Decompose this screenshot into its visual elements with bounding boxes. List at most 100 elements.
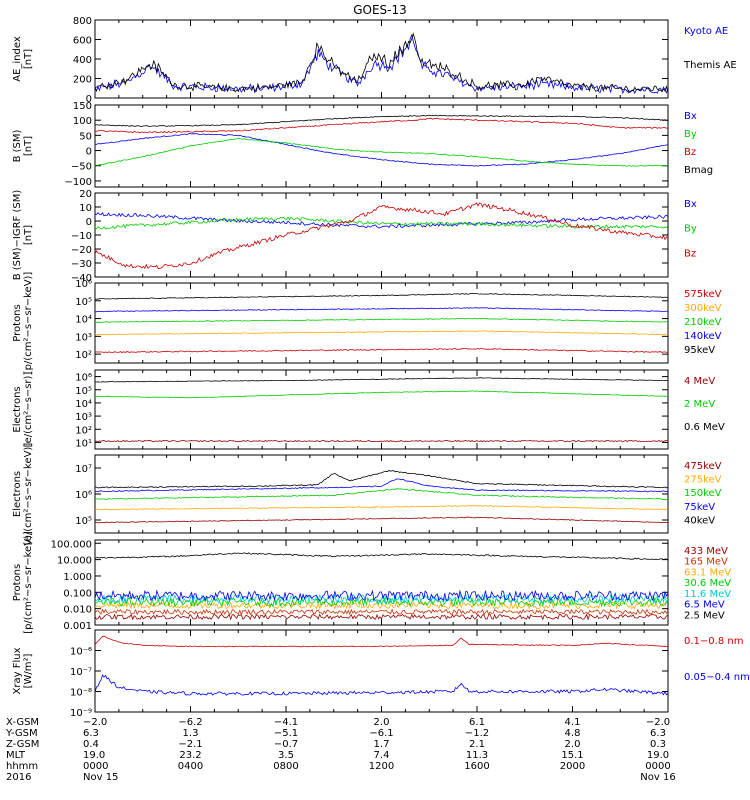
y-tick-label: 10⁶ <box>75 279 92 290</box>
x-axis-value: −0.7 <box>274 739 298 750</box>
panel-6: 0.001 0.010 0.100 1.000 10.000 100.000 Protons… <box>12 531 731 634</box>
panel-4: 10¹ 10² 10³ 10⁴ 10⁵ 10⁶ Electrons [e/(cm²−s−sr)… <box>12 369 725 450</box>
x-axis-value: 1200 <box>369 761 394 772</box>
legend-entry: By <box>684 224 697 235</box>
series-line <box>95 114 668 128</box>
legend-entry: Kyoto AE <box>684 26 728 37</box>
x-axis-value: 1.7 <box>374 739 390 750</box>
y-axis-label: B (SM) <box>12 129 23 162</box>
legend-entry: 63.1 MeV <box>684 567 731 578</box>
y-tick-label: 10.000 <box>57 556 92 567</box>
legend-entry: 165 MeV <box>684 557 728 568</box>
y-tick-label: 10³ <box>75 412 92 423</box>
x-axis-value: −2.1 <box>178 739 202 750</box>
panel-frame <box>94 539 669 626</box>
series-line <box>95 390 668 399</box>
y-tick-label: 150 <box>73 101 92 112</box>
series-line <box>95 377 668 383</box>
series-line <box>95 347 668 354</box>
series-line <box>95 469 668 489</box>
y-tick-label: 10³ <box>75 332 92 343</box>
x-axis-value: 7.4 <box>374 750 390 761</box>
x-axis-value: −4.1 <box>274 717 298 728</box>
panel-frame <box>94 369 669 450</box>
legend-entry: 40keV <box>684 515 715 526</box>
y-tick-label: 10⁵ <box>75 386 92 397</box>
series-line <box>95 307 668 313</box>
panel-7: 10⁻⁹ 10⁻⁸ 10⁻⁷ 10⁻⁶ Xray Flux [W/m²] 0.1−0.8 n… <box>12 629 750 719</box>
y-axis-label: Electrons <box>12 471 23 517</box>
x-axis-value: −6.2 <box>178 717 202 728</box>
y-axis-label: B (SM)−IGRF (SM) <box>12 190 23 281</box>
series-line <box>95 635 668 648</box>
y-tick-label: 10⁻⁷ <box>70 667 92 678</box>
x-row-label: X-GSM <box>6 717 39 728</box>
y-tick-label: −20 <box>71 245 92 256</box>
y-tick-label: 10⁶ <box>75 373 92 384</box>
x-axis-value: 1600 <box>464 761 489 772</box>
panel-0: 0 200 400 600 800 AE_index [nT] Kyoto AE Themis … <box>12 16 737 105</box>
legend-entry: 433 MeV <box>684 546 728 557</box>
y-tick-label: 100.000 <box>51 539 92 550</box>
y-tick-label: 0.001 <box>63 621 92 632</box>
legend-entry: 275keV <box>684 475 722 486</box>
x-axis-value: 15.1 <box>561 750 583 761</box>
y-tick-label: 10⁴ <box>75 399 92 410</box>
series-line <box>95 613 668 621</box>
series-line <box>95 32 668 94</box>
legend-entry: Bx <box>684 111 697 122</box>
y-tick-label: 100 <box>73 116 92 127</box>
panel-2: −40 −30 −20 −10 0 10 20 B (SM)−IGRF (SM) [nT] Bx B… <box>12 189 697 284</box>
y-tick-label: −10 <box>71 231 92 242</box>
x-axis-value: −6.1 <box>369 728 393 739</box>
y-tick-label: 200 <box>73 75 92 86</box>
series-line <box>95 478 668 493</box>
x-row-label: MLT <box>6 750 26 761</box>
x-axis-value: 11.3 <box>466 750 488 761</box>
series-line <box>95 596 668 608</box>
series-line <box>95 504 668 511</box>
y-tick-label: 10⁻⁶ <box>70 647 92 658</box>
y-axis-label: [e/(cm²−s−sr)] <box>23 372 34 448</box>
y-axis-label: Xray Flux <box>12 647 23 694</box>
y-tick-label: 10⁵ <box>75 516 92 527</box>
x-axis-value: −2.0 <box>646 717 670 728</box>
y-tick-label: 10¹ <box>75 438 92 449</box>
y-axis-label: [nT] <box>23 136 34 156</box>
x-row-label: 2016 <box>6 772 31 783</box>
x-axis-value: 6.3 <box>650 728 666 739</box>
x-row-label: Z-GSM <box>6 739 39 750</box>
panel-5: 10⁵ 10⁶ 10⁷ Electrons [e/(cm²−s−sr−keV)] 475k… <box>12 443 722 546</box>
y-tick-label: 10⁻⁸ <box>70 688 92 699</box>
y-axis-label: Protons <box>12 304 23 341</box>
y-tick-label: 0 <box>86 147 92 158</box>
y-tick-label: −40 <box>71 273 92 284</box>
legend-entry: 4 MeV <box>684 376 715 387</box>
x-axis-value: 2.1 <box>469 739 485 750</box>
y-tick-label: 10² <box>75 350 92 361</box>
x-axis-value: 0000 <box>83 761 108 772</box>
legend-entry: 140keV <box>684 331 722 342</box>
legend-entry: 6.5 MeV <box>684 600 725 611</box>
x-axis-value: 6.1 <box>469 717 485 728</box>
series-line <box>95 439 668 443</box>
y-tick-label: 10⁶ <box>75 490 92 501</box>
y-tick-label: 10 <box>79 203 92 214</box>
series-line <box>95 137 668 167</box>
y-tick-label: 0 <box>86 94 92 105</box>
legend-entry: 2.5 MeV <box>684 610 725 621</box>
y-tick-label: 600 <box>73 36 92 47</box>
y-tick-label: −50 <box>71 162 92 173</box>
y-tick-label: 50 <box>79 131 92 142</box>
series-line <box>95 608 668 616</box>
y-axis-label: [nT] <box>23 49 34 69</box>
series-line <box>95 589 668 602</box>
y-tick-label: 10⁻⁹ <box>70 708 92 719</box>
x-axis-value: 19.0 <box>83 750 105 761</box>
x-axis-value: 0.4 <box>83 739 99 750</box>
y-tick-label: 1.000 <box>63 572 92 583</box>
series-line <box>95 552 668 561</box>
y-axis-label: [e/(cm²−s−sr−keV)] <box>23 443 34 546</box>
y-axis-label: [p/(cm²−s−sr−keV)] <box>23 531 34 634</box>
